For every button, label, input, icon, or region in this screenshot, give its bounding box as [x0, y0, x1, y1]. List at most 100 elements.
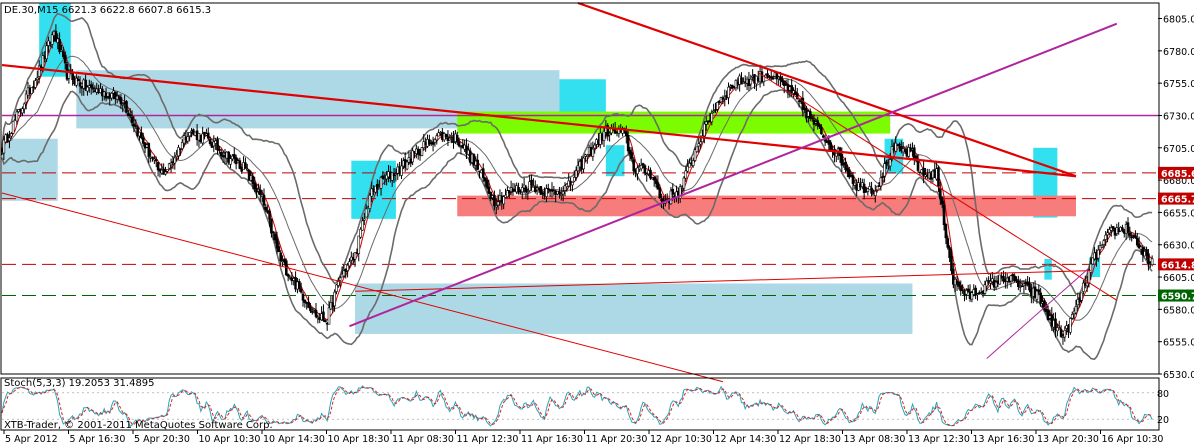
candle: [465, 138, 468, 160]
candle: [1009, 274, 1013, 288]
candle-body: [1128, 232, 1132, 236]
candle: [628, 146, 632, 162]
price-plot[interactable]: [0, 1, 1158, 383]
candle-body: [67, 70, 71, 79]
candle: [110, 92, 113, 101]
candle-body: [803, 107, 806, 111]
candle: [1109, 224, 1113, 237]
candle-body: [368, 194, 372, 210]
candle-body: [324, 319, 327, 323]
candle: [517, 182, 520, 195]
x-tick-label: 10 Apr 18:30: [328, 434, 390, 445]
y-tick-label: 6730.0: [1163, 111, 1194, 122]
trendline-red-3[interactable]: [757, 72, 1118, 301]
candle: [437, 129, 440, 137]
candle: [208, 136, 212, 146]
candle: [134, 119, 138, 130]
candle: [76, 75, 80, 82]
candle: [361, 216, 364, 231]
candle-body: [1104, 234, 1107, 240]
candle: [268, 208, 271, 227]
candle: [695, 146, 699, 153]
candle: [749, 74, 753, 90]
stochastic-subwindow[interactable]: [1, 385, 1158, 428]
candle-body: [818, 124, 821, 128]
candle: [376, 179, 379, 197]
candle-body: [310, 311, 314, 313]
candle-body: [532, 185, 535, 187]
candle: [1126, 217, 1130, 238]
candle-body: [526, 191, 530, 193]
price-badge-bg: [1158, 258, 1194, 271]
candle-body: [1013, 275, 1016, 282]
candle-body: [472, 154, 476, 166]
candle: [844, 157, 847, 173]
x-tick-label: 11 Apr 12:30: [457, 434, 519, 445]
candle-body: [703, 123, 706, 137]
candle-body: [50, 34, 54, 45]
candle-body: [36, 77, 39, 80]
candle: [245, 163, 249, 172]
candle: [363, 213, 366, 226]
trendline-red-1[interactable]: [577, 1, 1077, 178]
candle: [45, 41, 48, 62]
candle-body: [21, 108, 24, 114]
candle: [974, 285, 977, 300]
candle-body: [493, 194, 496, 207]
trendline-red-4[interactable]: [355, 270, 1091, 292]
candle-body: [658, 187, 662, 199]
candle: [1074, 299, 1078, 315]
candle: [299, 282, 303, 294]
candle-body: [212, 141, 216, 147]
candle-body: [851, 175, 855, 184]
candle: [21, 106, 24, 117]
candle-body: [1089, 263, 1093, 273]
trendline-magenta-5[interactable]: [349, 22, 1118, 328]
candle: [271, 230, 275, 241]
trendline-red-0[interactable]: [1, 63, 1077, 178]
candle-body: [76, 79, 80, 82]
candle: [130, 110, 134, 127]
candle: [983, 280, 987, 296]
candle: [455, 131, 459, 146]
candle-body: [625, 131, 628, 137]
candle: [327, 300, 331, 325]
candle: [307, 296, 310, 309]
candle: [394, 168, 398, 182]
candle: [232, 147, 236, 164]
candle: [179, 148, 182, 156]
candle: [526, 188, 530, 200]
candle-body: [816, 120, 819, 126]
candle: [948, 245, 951, 263]
x-tick-label: 10 Apr 10:30: [199, 434, 261, 445]
candle: [862, 178, 866, 200]
candle: [279, 250, 283, 266]
candle-body: [782, 80, 786, 86]
candle-body: [333, 291, 336, 307]
trendlines-layer[interactable]: [1, 1, 1118, 383]
candle: [606, 123, 610, 141]
trendline-magenta-6[interactable]: [986, 267, 1090, 359]
candle: [719, 96, 723, 104]
candle-body: [585, 155, 589, 157]
candle-body: [244, 162, 247, 169]
candle: [1011, 272, 1015, 283]
candle: [535, 184, 539, 195]
x-tick-label: 11 Apr 20:30: [586, 434, 648, 445]
candle-body: [62, 51, 65, 57]
candle-body: [78, 82, 82, 87]
candle-body: [1147, 253, 1150, 264]
candle-body: [232, 154, 236, 159]
trendline-red-2[interactable]: [1, 192, 724, 383]
candle: [1135, 232, 1139, 248]
candle-body: [264, 206, 268, 211]
candle: [186, 131, 190, 144]
candle-body: [693, 149, 697, 161]
candle: [431, 136, 435, 152]
candle: [881, 173, 885, 184]
y-tick-label: 6705.0: [1163, 144, 1194, 155]
candle-body: [636, 167, 639, 175]
y-tick-label: 6680.0: [1163, 176, 1194, 187]
candle-body: [885, 161, 888, 165]
